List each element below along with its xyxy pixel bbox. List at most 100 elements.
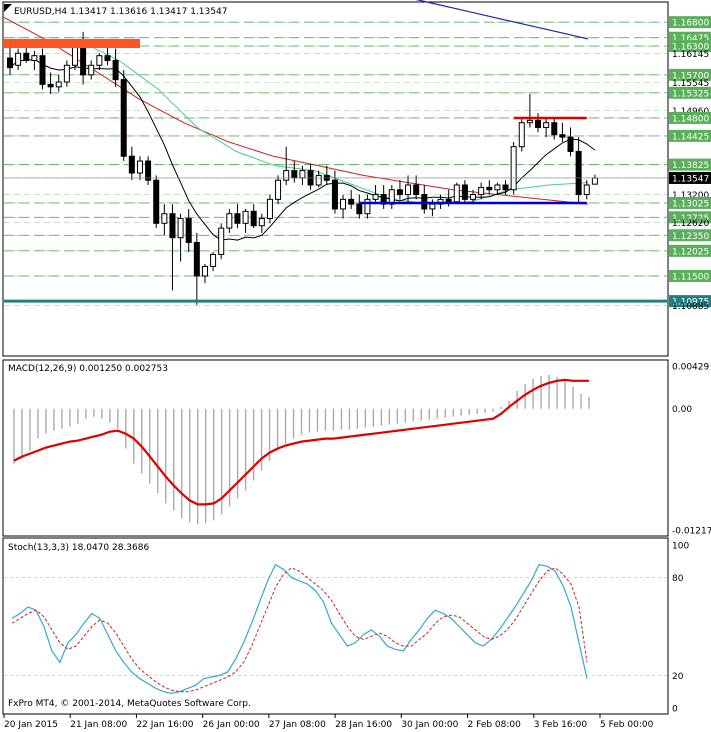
candle-body (258, 218, 265, 227)
candle (567, 127, 574, 157)
candle (396, 180, 403, 200)
candle (177, 213, 184, 262)
price-tick-label: 1.15545 (672, 79, 709, 89)
candle (96, 53, 103, 71)
candle (559, 122, 566, 142)
price-tick-label: 1.16145 (672, 50, 709, 60)
candle-body (275, 179, 282, 200)
stoch-tick-label: 20 (672, 672, 684, 682)
candle (405, 175, 412, 205)
candle (526, 93, 533, 128)
time-tick-label: 26 Jan 00:00 (203, 720, 260, 730)
price-tick-label: 1.13025 (672, 199, 709, 209)
candle-body (331, 179, 338, 210)
candle (535, 113, 542, 133)
candle (340, 194, 347, 219)
candle (7, 46, 13, 75)
price-label-box (669, 196, 711, 209)
price-tick-label: 1.16300 (672, 43, 709, 53)
macd-tick-label: -0.012179 (672, 527, 711, 537)
time-tick-label: 21 Jan 08:00 (70, 720, 127, 730)
candle-body (153, 179, 160, 224)
candle (145, 156, 152, 185)
price-tick-label: 1.13825 (672, 161, 709, 171)
candle-body (486, 186, 493, 191)
stoch-title: Stoch(13,3,3) 18.0470 28.3686 (8, 543, 149, 553)
candle (510, 141, 517, 195)
price-label-box (669, 111, 711, 124)
candle-body (494, 184, 501, 191)
candle-body (453, 184, 460, 203)
time-tick-label: 22 Jan 16:00 (136, 720, 193, 730)
macd-panel[interactable] (2, 359, 669, 537)
candle (161, 204, 168, 236)
candle-body (340, 198, 347, 210)
candle-body (413, 184, 420, 196)
candle (575, 137, 582, 205)
stoch-tick-label: 80 (672, 574, 684, 584)
stoch-tick-label: 0 (672, 705, 678, 715)
stoch-panel[interactable] (2, 537, 669, 715)
price-panel[interactable] (2, 1, 669, 357)
candle (39, 48, 46, 90)
candle-body (234, 213, 241, 224)
candle-body (112, 59, 119, 81)
stoch-tick-label: 100 (672, 542, 689, 552)
candle (31, 50, 38, 71)
candle-body (478, 186, 485, 196)
resistance-zone (4, 38, 140, 49)
current-price-label: 1.13547 (672, 174, 709, 184)
candle (494, 182, 501, 195)
candle-body (283, 170, 290, 181)
macd-tick-label: 0.00 (672, 405, 692, 415)
price-label-box (669, 40, 711, 53)
price-label-box (669, 68, 711, 81)
candle (218, 223, 225, 260)
price-label-box (669, 86, 711, 99)
time-tick-label: 2 Feb 08:00 (468, 720, 522, 730)
candle (486, 180, 493, 195)
price-label-box (669, 16, 711, 29)
candle (453, 182, 460, 205)
candle (266, 194, 273, 224)
candle-body (185, 218, 192, 243)
copyright-text: FxPro MT4, © 2001-2014, MetaQuotes Softw… (8, 699, 251, 709)
candle-body (169, 213, 176, 239)
candle (372, 184, 379, 205)
candle (461, 180, 468, 205)
candle-body (242, 210, 249, 224)
macd-signal-path (13, 378, 589, 506)
candle (88, 60, 95, 80)
candle-body (39, 55, 46, 85)
candle (364, 194, 371, 219)
candle-body (161, 213, 168, 224)
candle-body (575, 150, 582, 196)
candle (413, 175, 420, 200)
price-tick-label: 1.14425 (672, 132, 709, 142)
candle-body (291, 170, 298, 179)
candle (348, 189, 355, 209)
candle (283, 146, 290, 185)
candle (258, 213, 265, 233)
candle-body (80, 45, 87, 76)
candle-body (177, 218, 184, 239)
ma-slow-line (415, 0, 589, 40)
stoch-lines (11, 563, 588, 694)
candle-body (372, 194, 379, 200)
candle-body (583, 184, 590, 196)
candle-body (510, 146, 517, 191)
candle-body (551, 122, 558, 136)
candle (518, 117, 525, 152)
time-tick-label: 3 Feb 16:00 (534, 720, 588, 730)
candle-body (218, 227, 225, 255)
candle-body (315, 174, 322, 186)
price-label-box (669, 158, 711, 171)
price-label-box (669, 269, 711, 282)
symbol-info: EURUSD,H4 1.13417 1.13616 1.13417 1.1354… (14, 7, 227, 17)
candle-body (63, 64, 70, 83)
candle (226, 208, 233, 233)
price-label-box (669, 211, 711, 224)
price-label-box (669, 295, 711, 308)
price-tick-label: 1.13200 (672, 191, 709, 201)
